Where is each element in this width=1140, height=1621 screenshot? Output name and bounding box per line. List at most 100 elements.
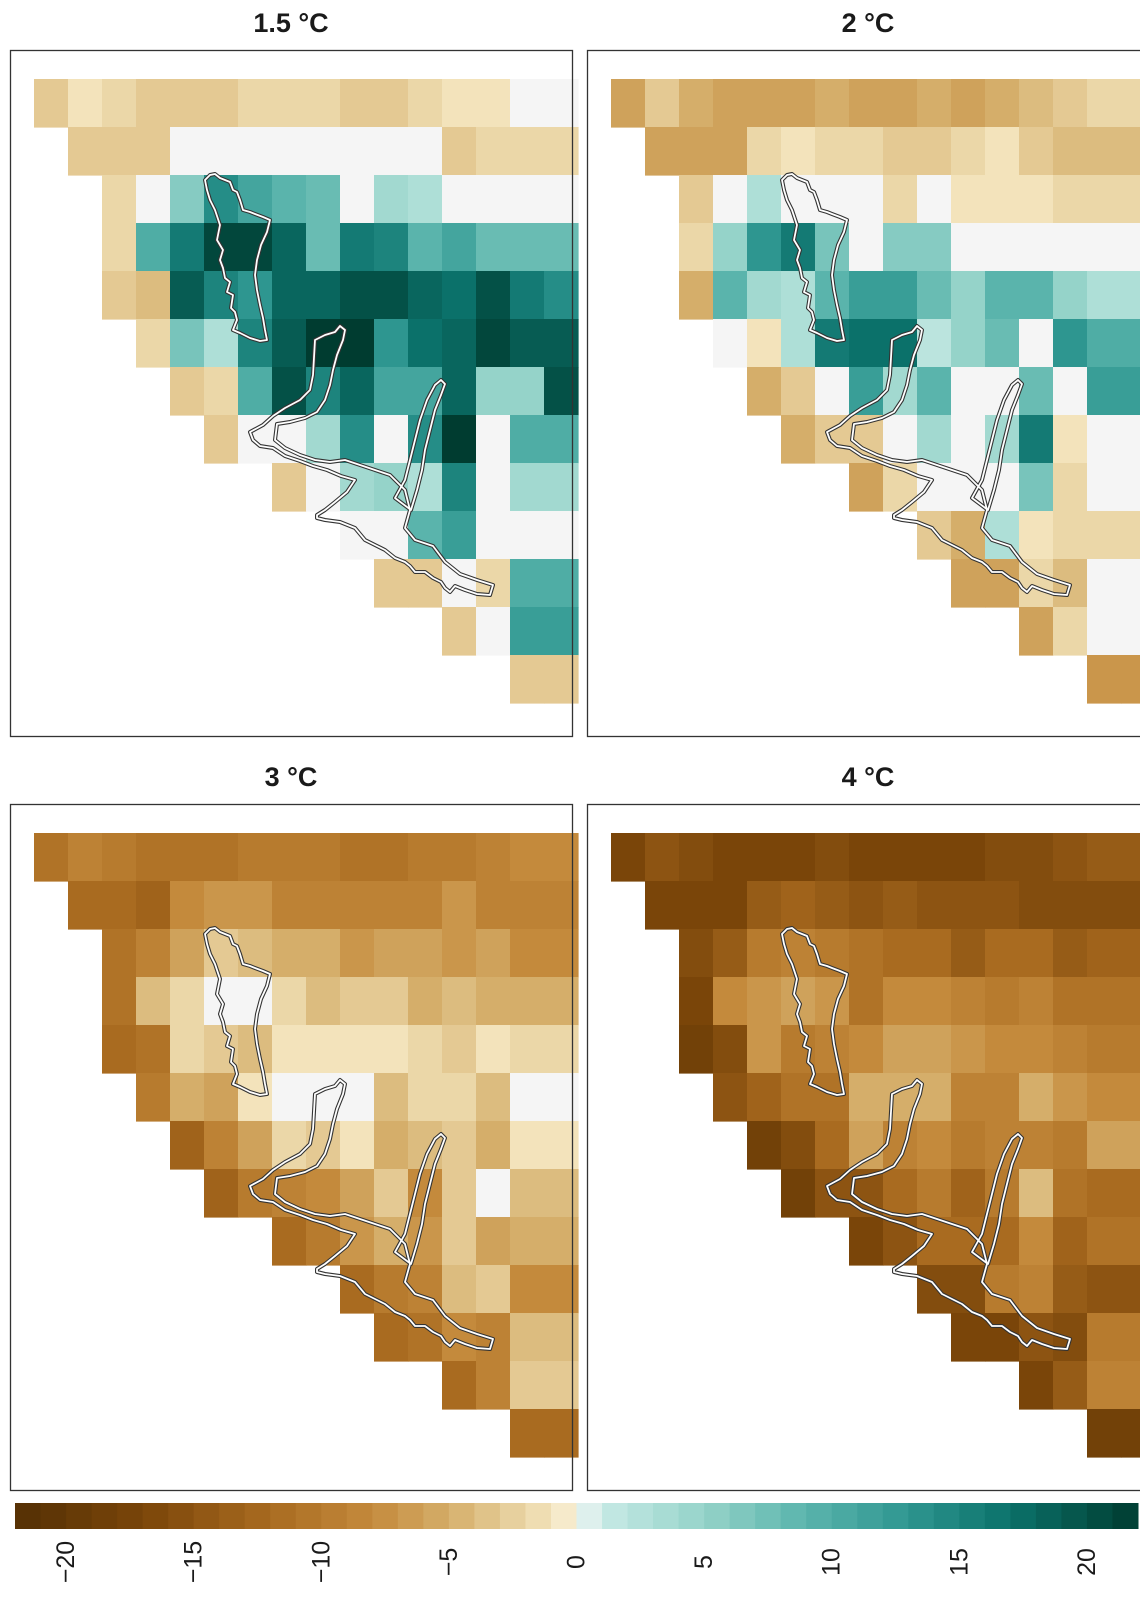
heatmap-cell	[238, 319, 273, 368]
heatmap-cell	[374, 223, 409, 272]
heatmap-cell	[408, 1025, 443, 1074]
heatmap-cell	[442, 79, 477, 128]
map-panel: 3 °C	[9, 762, 579, 1492]
heatmap-cell	[1053, 463, 1088, 512]
heatmap-cell	[510, 367, 545, 416]
heatmap-cell	[1087, 977, 1122, 1026]
heatmap-cell	[408, 79, 443, 128]
heatmap-cell	[170, 1025, 205, 1074]
heatmap-cell	[1121, 1265, 1140, 1314]
heatmap-cell	[374, 127, 409, 176]
heatmap-cell	[1087, 319, 1122, 368]
heatmap-cell	[1121, 127, 1140, 176]
heatmap-cell	[815, 1121, 850, 1170]
heatmap-cell	[476, 79, 511, 128]
heatmap-cell	[1087, 833, 1122, 882]
heatmap-cell	[713, 929, 748, 978]
heatmap-cell	[1053, 1169, 1088, 1218]
heatmap-cell	[510, 1217, 545, 1266]
heatmap-cell	[679, 1025, 714, 1074]
heatmap-cell	[238, 367, 273, 416]
heatmap-cell	[1053, 367, 1088, 416]
heatmap-cell	[951, 1169, 986, 1218]
heatmap-cell	[340, 463, 375, 512]
heatmap-cell	[544, 271, 579, 320]
heatmap-cell	[849, 1217, 884, 1266]
colorbar-swatch	[270, 1503, 297, 1529]
heatmap-cell	[544, 1409, 579, 1458]
heatmap-cell	[238, 929, 273, 978]
heatmap-cell	[849, 1121, 884, 1170]
map-panel: 4 °C	[586, 762, 1140, 1492]
colorbar-swatch	[627, 1503, 654, 1529]
heatmap-cell	[510, 1265, 545, 1314]
panel-frame	[586, 49, 1140, 738]
heatmap-cell	[306, 977, 341, 1026]
heatmap-cell	[1087, 511, 1122, 560]
heatmap-cell	[68, 833, 103, 882]
heatmap-cell	[170, 929, 205, 978]
heatmap-cell	[306, 175, 341, 224]
heatmap-cell	[340, 127, 375, 176]
heatmap-cell	[408, 1073, 443, 1122]
heatmap-cell	[238, 881, 273, 930]
heatmap-cell	[1087, 1169, 1122, 1218]
heatmap-cell	[102, 929, 137, 978]
heatmap-cell	[781, 79, 816, 128]
heatmap-cell	[340, 1217, 375, 1266]
heatmap-cell	[442, 881, 477, 930]
colorbar-swatch	[142, 1503, 169, 1529]
heatmap-cell	[442, 607, 477, 656]
heatmap-cell	[170, 319, 205, 368]
heatmap-cell	[917, 367, 952, 416]
heatmap-cell	[374, 271, 409, 320]
heatmap-cell	[917, 127, 952, 176]
heatmap-cell	[1087, 1313, 1122, 1362]
heatmap-cell	[374, 175, 409, 224]
heatmap-cell	[611, 833, 646, 882]
heatmap-cell	[102, 175, 137, 224]
heatmap-cell	[645, 127, 680, 176]
colorbar-swatch	[1112, 1503, 1139, 1529]
heatmap-cell	[1087, 655, 1122, 704]
heatmap-cell	[442, 1265, 477, 1314]
heatmap-cell	[136, 977, 171, 1026]
colorbar-swatch	[423, 1503, 450, 1529]
heatmap-cell	[442, 929, 477, 978]
heatmap-cell	[102, 1025, 137, 1074]
heatmap-cell	[204, 833, 239, 882]
heatmap-cell	[476, 319, 511, 368]
heatmap-cell	[951, 175, 986, 224]
heatmap-cell	[510, 319, 545, 368]
heatmap-cell	[747, 929, 782, 978]
heatmap-cell	[679, 929, 714, 978]
heatmap-cell	[136, 929, 171, 978]
heatmap-cell	[510, 607, 545, 656]
heatmap-cell	[1087, 127, 1122, 176]
heatmap-cell	[815, 1073, 850, 1122]
heatmap-cell	[985, 977, 1020, 1026]
heatmap-cell	[306, 929, 341, 978]
heatmap-cell	[917, 415, 952, 464]
heatmap-cell	[408, 559, 443, 608]
heatmap-cell	[1019, 175, 1054, 224]
heatmap-cell	[1053, 607, 1088, 656]
heatmap-cell	[476, 929, 511, 978]
heatmap-cell	[815, 367, 850, 416]
heatmap-cell	[544, 1361, 579, 1410]
heatmap-cell	[985, 175, 1020, 224]
heatmap-cell	[679, 175, 714, 224]
heatmap-cell	[1053, 223, 1088, 272]
heatmap-cell	[917, 881, 952, 930]
heatmap-cell	[1087, 223, 1122, 272]
heatmap-cell	[374, 367, 409, 416]
heatmap-cell	[1121, 1361, 1140, 1410]
heatmap-cell	[951, 223, 986, 272]
heatmap-cell	[985, 833, 1020, 882]
heatmap-cell	[136, 319, 171, 368]
heatmap-cell	[1019, 1361, 1054, 1410]
colorbar-swatch	[168, 1503, 195, 1529]
heatmap-cell	[1121, 881, 1140, 930]
heatmap-cell	[340, 1169, 375, 1218]
heatmap-cell	[306, 271, 341, 320]
